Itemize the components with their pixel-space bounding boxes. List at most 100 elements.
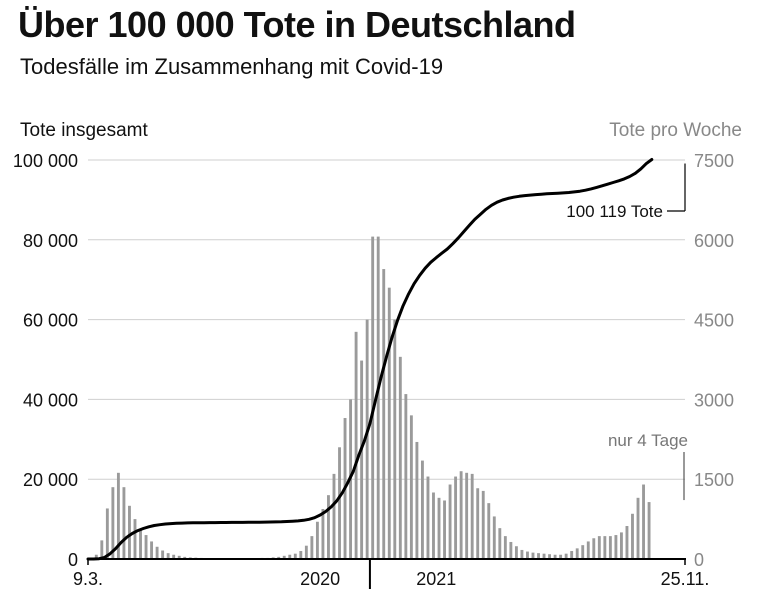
- bar-week-97: [619, 532, 623, 559]
- bar-week-43: [321, 508, 325, 559]
- x-axis-labels: 9.3. 2020 2021 25.11.: [73, 559, 709, 589]
- bar-week-60: [415, 441, 419, 559]
- bar-week-58: [404, 394, 408, 559]
- bar-week-4: [105, 508, 109, 559]
- bar-week-84: [548, 554, 552, 559]
- bar-week-81: [531, 552, 535, 559]
- x-label-2: 2021: [416, 569, 456, 589]
- bar-week-88: [570, 551, 574, 559]
- bar-week-71: [476, 488, 480, 559]
- bar-week-41: [310, 536, 314, 559]
- bar-week-62: [426, 476, 430, 559]
- bar-week-64: [437, 497, 441, 559]
- bar-week-100: [636, 497, 640, 559]
- bar-week-61: [420, 460, 424, 559]
- bar-week-90: [581, 545, 585, 559]
- left-tick-label-1: 20 000: [23, 470, 78, 490]
- bar-week-98: [625, 526, 629, 559]
- right-tick-label-4: 6000: [694, 231, 734, 251]
- bar-week-63: [432, 492, 435, 559]
- chart-title: Über 100 000 Tote in Deutschland: [18, 4, 576, 45]
- partial-week-note: nur 4 Tage: [608, 431, 688, 501]
- bar-week-51: [365, 319, 369, 559]
- total-annotation: 100 119 Tote: [566, 163, 686, 221]
- bar-week-6: [116, 472, 120, 559]
- bar-week-49: [354, 331, 358, 559]
- bar-week-38: [293, 553, 297, 559]
- bar-week-91: [586, 541, 590, 559]
- right-tick-label-5: 7500: [694, 151, 734, 171]
- bar-week-77: [509, 541, 513, 559]
- bar-week-5: [111, 487, 115, 559]
- cumulative-deaths-line: [86, 158, 654, 561]
- bar-week-14: [161, 550, 165, 559]
- x-label-3: 25.11.: [661, 569, 710, 589]
- bar-week-76: [503, 536, 507, 559]
- bar-week-36: [282, 555, 286, 559]
- bar-week-16: [172, 554, 176, 559]
- bar-week-101: [642, 484, 645, 559]
- bar-week-82: [537, 553, 540, 559]
- bar-week-87: [564, 553, 568, 559]
- left-tick-label-0: 0: [68, 550, 78, 570]
- bar-week-2: [94, 554, 98, 559]
- right-tick-label-3: 4500: [694, 311, 734, 331]
- bar-week-57: [398, 356, 402, 559]
- bar-week-35: [277, 556, 281, 559]
- bar-week-72: [481, 490, 485, 559]
- bar-week-8: [128, 505, 131, 559]
- bar-week-17: [177, 555, 181, 559]
- right-axis-title: Tote pro Woche: [609, 120, 742, 141]
- gridlines: [88, 159, 685, 480]
- bar-week-55: [387, 287, 391, 559]
- bar-week-73: [487, 503, 491, 559]
- x-label-0: 9.3.: [73, 569, 103, 589]
- bar-week-13: [155, 546, 159, 559]
- bar-week-40: [304, 545, 308, 559]
- left-tick-label-3: 60 000: [23, 311, 78, 331]
- bar-week-80: [526, 551, 529, 559]
- bar-week-89: [575, 548, 579, 559]
- bar-week-96: [614, 535, 618, 559]
- partial-week-note-label: nur 4 Tage: [608, 431, 688, 450]
- bar-week-46: [338, 447, 341, 559]
- bar-week-70: [470, 473, 474, 559]
- weekly-deaths-bars: [94, 236, 651, 559]
- bar-week-56: [393, 319, 397, 559]
- bar-week-93: [597, 536, 601, 559]
- x-label-1: 2020: [300, 569, 340, 589]
- bar-week-75: [498, 528, 502, 559]
- bar-week-45: [332, 473, 336, 559]
- right-axis-ticks: 0 1500 3000 4500 6000 7500: [694, 151, 734, 570]
- bar-week-9: [133, 519, 137, 559]
- bar-week-18: [183, 556, 187, 559]
- bar-week-15: [166, 553, 170, 559]
- right-tick-label-0: 0: [694, 550, 704, 570]
- left-tick-label-2: 40 000: [23, 390, 78, 410]
- bar-week-94: [603, 536, 607, 559]
- left-tick-label-5: 100 000: [13, 151, 78, 171]
- bar-week-44: [327, 495, 330, 559]
- left-tick-label-4: 80 000: [23, 231, 78, 251]
- bar-week-7: [122, 487, 126, 559]
- bar-week-67: [454, 476, 458, 559]
- bar-week-12: [150, 541, 154, 559]
- bar-week-53: [376, 236, 380, 559]
- left-axis-ticks: 0 20 000 40 000 60 000 80 000 100 000: [13, 151, 78, 570]
- bar-week-52: [371, 236, 375, 559]
- bar-week-3: [100, 540, 104, 559]
- bar-week-68: [459, 471, 463, 559]
- right-tick-label-2: 3000: [694, 390, 734, 410]
- bar-week-39: [299, 551, 303, 559]
- bar-week-10: [139, 529, 142, 559]
- bar-week-50: [360, 360, 364, 559]
- bar-week-37: [288, 554, 292, 559]
- bar-week-66: [448, 484, 452, 559]
- bar-week-85: [553, 554, 557, 559]
- bar-week-95: [608, 536, 612, 559]
- bar-week-83: [542, 553, 546, 559]
- bar-week-99: [631, 513, 634, 559]
- total-annotation-label: 100 119 Tote: [566, 202, 663, 221]
